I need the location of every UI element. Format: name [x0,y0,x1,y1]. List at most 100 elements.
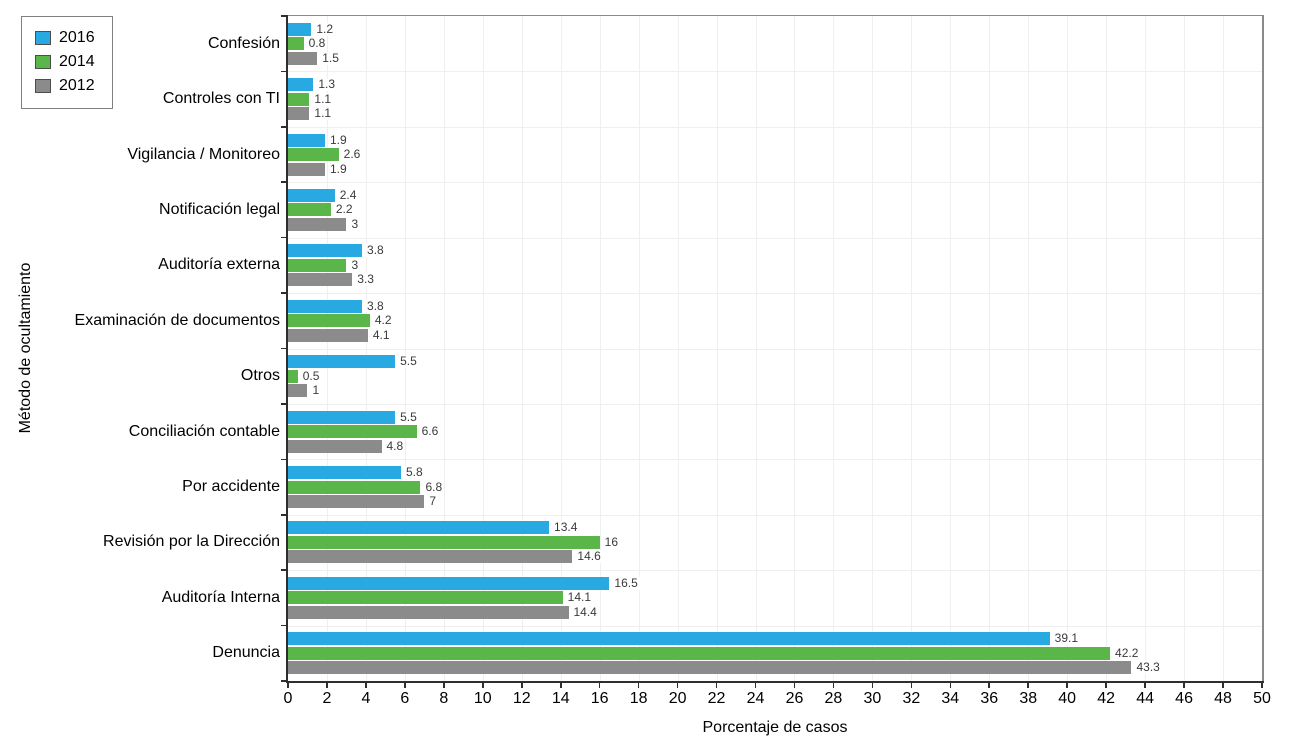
bar-value-label: 2.6 [341,147,363,162]
bar-value-label: 16 [602,534,621,549]
gridline-horizontal [288,348,1262,350]
bar-value-label: 3 [349,257,361,272]
bar-2012 [288,162,325,176]
bar-value-label: 1.3 [316,77,337,92]
x-tick-label: 6 [400,690,410,707]
bar-2012 [288,328,368,342]
bar-value-label: 39.1 [1052,631,1081,646]
bar-2016 [288,133,325,147]
x-tick-label: 2 [322,690,332,707]
bar-value-label: 43.3 [1134,660,1162,675]
x-tick-label: 46 [1175,690,1193,707]
bar-value-label: 3.3 [355,272,376,287]
bar-2014 [288,646,1111,660]
legend-label-2012: 2012 [59,77,95,94]
bar-2016 [288,521,550,535]
bar-2016 [288,355,396,369]
category-label: Vigilancia / Monitoreo [127,145,280,163]
bar-value-label: 1.9 [328,132,349,147]
y-tick-mark [280,569,286,571]
gridline-horizontal [288,182,1262,184]
bar-value-label: 16.5 [612,575,640,590]
bar-2012 [288,384,308,398]
bar-2014 [288,369,298,383]
x-tick-label: 12 [512,690,531,707]
bar-2014 [288,258,347,272]
x-tick-label: 8 [439,690,449,707]
bar-value-label: 4.2 [372,313,394,328]
bar-value-label: 14.6 [575,549,603,564]
x-tick-mark [754,683,757,688]
y-tick-mark [280,680,286,682]
y-tick-mark [280,70,286,73]
gridline-horizontal [288,71,1262,73]
bar-2014 [288,425,417,439]
x-tick-mark [1066,683,1068,688]
x-tick-label: 10 [473,690,492,707]
bar-value-label: 3.8 [365,298,386,313]
bar-2012 [288,550,573,564]
bar-value-label: 1.5 [320,50,341,65]
x-tick-label: 4 [361,690,371,707]
x-tick-label: 44 [1136,690,1154,707]
x-tick-label: 14 [551,690,570,707]
gridline-horizontal [288,126,1262,128]
category-label: Por accidente [182,478,280,496]
bar-2012 [288,107,310,121]
bar-value-label: 1.1 [312,106,334,121]
bar-value-label: 14.4 [571,604,599,619]
x-tick-label: 34 [941,690,960,707]
bar-2012 [288,605,569,619]
x-tick-label: 50 [1253,690,1271,707]
gridline-horizontal [288,514,1262,516]
bar-value-label: 6.8 [423,479,445,494]
bar-value-label: 0.5 [300,368,322,383]
x-tick-label: 36 [980,690,999,707]
bar-value-label: 4.1 [370,327,392,342]
gridline-horizontal [288,625,1262,627]
x-tick-mark [598,683,601,688]
x-tick-mark [1222,683,1224,688]
bar-2016 [288,244,363,258]
legend: 2016 2014 2012 [21,16,113,109]
category-label: Auditoría externa [158,256,280,274]
gridline-horizontal [288,459,1262,461]
x-tick-mark [832,683,835,688]
bar-value-label: 42.2 [1113,645,1141,660]
bar-2012 [288,661,1132,675]
legend-item-2012: 2012 [35,78,106,94]
bar-value-label: 1.9 [328,161,349,176]
bar-2016 [288,299,363,313]
plot-frame-right [1262,15,1264,682]
y-tick-mark [280,513,286,516]
x-tick-mark [793,683,796,688]
x-axis-line [285,680,1264,684]
y-tick-mark [280,126,286,128]
gridline-horizontal [288,570,1262,572]
x-tick-label: 24 [746,690,765,707]
bar-value-label: 6.6 [419,424,441,439]
x-tick-label: 32 [902,690,921,707]
bar-2014 [288,203,331,217]
bar-2016 [288,410,396,424]
x-tick-mark [715,683,718,688]
bar-value-label: 4.8 [384,438,406,453]
legend-swatch-2016-icon [35,31,51,45]
bar-value-label: 3.8 [365,243,386,258]
legend-label-2014: 2014 [59,53,95,70]
x-tick-mark [1144,683,1146,688]
x-tick-label: 42 [1097,690,1116,707]
x-tick-mark [326,683,328,688]
y-tick-mark [280,347,286,350]
bar-2014 [288,37,304,51]
y-tick-mark [280,624,286,627]
bar-value-label: 5.5 [398,409,419,424]
bar-2016 [288,188,335,202]
bar-2016 [288,22,312,36]
category-label: Otros [240,367,280,385]
bar-2016 [288,576,610,590]
bar-2012 [288,495,425,509]
category-label: Confesión [207,34,280,52]
y-tick-mark [280,181,286,184]
